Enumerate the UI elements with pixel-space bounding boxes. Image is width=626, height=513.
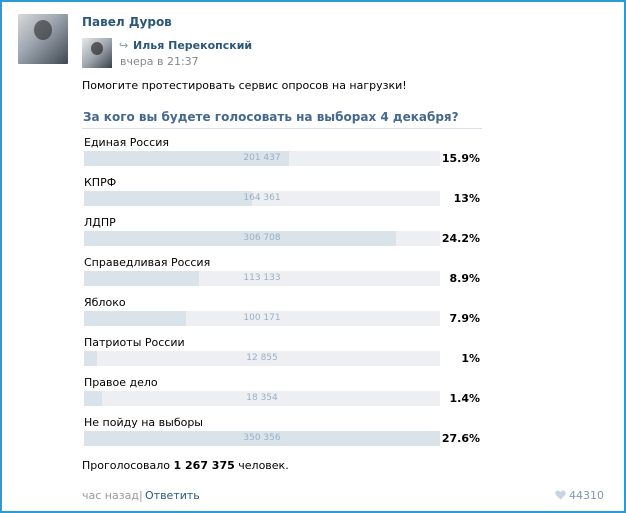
poll-option-percent: 24.2% [441,232,480,245]
poll-option[interactable]: Правое дело 18 354 1.4% [84,376,494,416]
poll-option-percent: 7.9% [449,312,480,325]
poll-option-bar-fill [84,271,199,286]
poll-option-count: 350 356 [243,433,281,443]
poll-option-bar[interactable]: 164 361 [84,191,440,206]
poll-option-label: Не пойду на выборы [84,416,203,429]
poll-option-label: Справедливая Россия [84,256,211,269]
heart-icon [555,490,566,500]
poll-option-count: 201 437 [243,153,281,163]
footer-separator: | [139,489,143,502]
poll-option-bar[interactable]: 350 356 [84,431,440,446]
poll-option-count: 18 354 [246,393,278,403]
poll-option-bar-fill [84,191,252,206]
poll-option-label: КПРФ [84,176,117,189]
poll-option-label: Единая Россия [84,136,169,149]
poll-option-percent: 1% [461,352,480,365]
author-avatar[interactable] [18,14,68,64]
reply-link[interactable]: Ответить [145,489,200,502]
poll-option-label: ЛДПР [84,216,116,229]
poll-option-percent: 27.6% [441,432,480,445]
poll-option-percent: 13% [453,192,480,205]
poll-option-bar[interactable]: 12 855 [84,351,440,366]
poll-option-count: 113 133 [243,273,281,283]
like-count: 44310 [569,489,604,502]
post-text: Помогите протестировать сервис опросов н… [82,79,407,92]
repost-arrow-icon: ↪ [119,39,129,52]
poll-option-label: Яблоко [84,296,126,309]
post-time-link[interactable]: час назад [82,489,139,502]
poll-option-bar[interactable]: 113 133 [84,271,440,286]
poll-option-count: 100 171 [243,313,281,323]
poll-option-bar-fill [84,151,289,166]
poll-option[interactable]: КПРФ 164 361 13% [84,176,494,216]
poll-option-bar[interactable]: 100 171 [84,311,440,326]
poll-option-bar-fill [84,431,440,446]
total-votes: 1 267 375 [173,459,235,472]
poll-option[interactable]: Патриоты России 12 855 1% [84,336,494,376]
poll-option-percent: 15.9% [441,152,480,165]
poll-option[interactable]: Единая Россия 201 437 15.9% [84,136,494,176]
author-name[interactable]: Павел Дуров [82,15,172,29]
poll-divider [82,128,482,129]
poll-option-percent: 8.9% [449,272,480,285]
poll-option-count: 12 855 [246,353,278,363]
repost-author-name[interactable]: Илья Перекопский [133,39,253,52]
poll-option-bar-fill [84,231,396,246]
repost-timestamp[interactable]: вчера в 21:37 [120,55,199,68]
poll-option-bar[interactable]: 18 354 [84,391,440,406]
poll-option-count: 164 361 [243,193,281,203]
poll-option-bar-fill [84,311,186,326]
poll-option[interactable]: Яблоко 100 171 7.9% [84,296,494,336]
poll-option[interactable]: ЛДПР 306 708 24.2% [84,216,494,256]
like-button[interactable]: 44310 [555,489,604,502]
repost-author-avatar[interactable] [82,38,112,68]
poll-option-count: 306 708 [243,233,281,243]
poll-option-bar-fill [84,351,97,366]
poll-option-bar-fill [84,391,102,406]
poll-option-bar[interactable]: 201 437 [84,151,440,166]
poll-option-bar[interactable]: 306 708 [84,231,440,246]
total-prefix: Проголосовало [82,459,171,472]
total-suffix: человек. [238,459,289,472]
poll-option-label: Патриоты России [84,336,185,349]
poll-option[interactable]: Не пойду на выборы 350 356 27.6% [84,416,494,456]
poll-option[interactable]: Справедливая Россия 113 133 8.9% [84,256,494,296]
poll-option-label: Правое дело [84,376,158,389]
poll-question: За кого вы будете голосовать на выборах … [83,110,459,124]
poll-total: Проголосовало 1 267 375 человек. [82,459,289,472]
poll-option-percent: 1.4% [449,392,480,405]
